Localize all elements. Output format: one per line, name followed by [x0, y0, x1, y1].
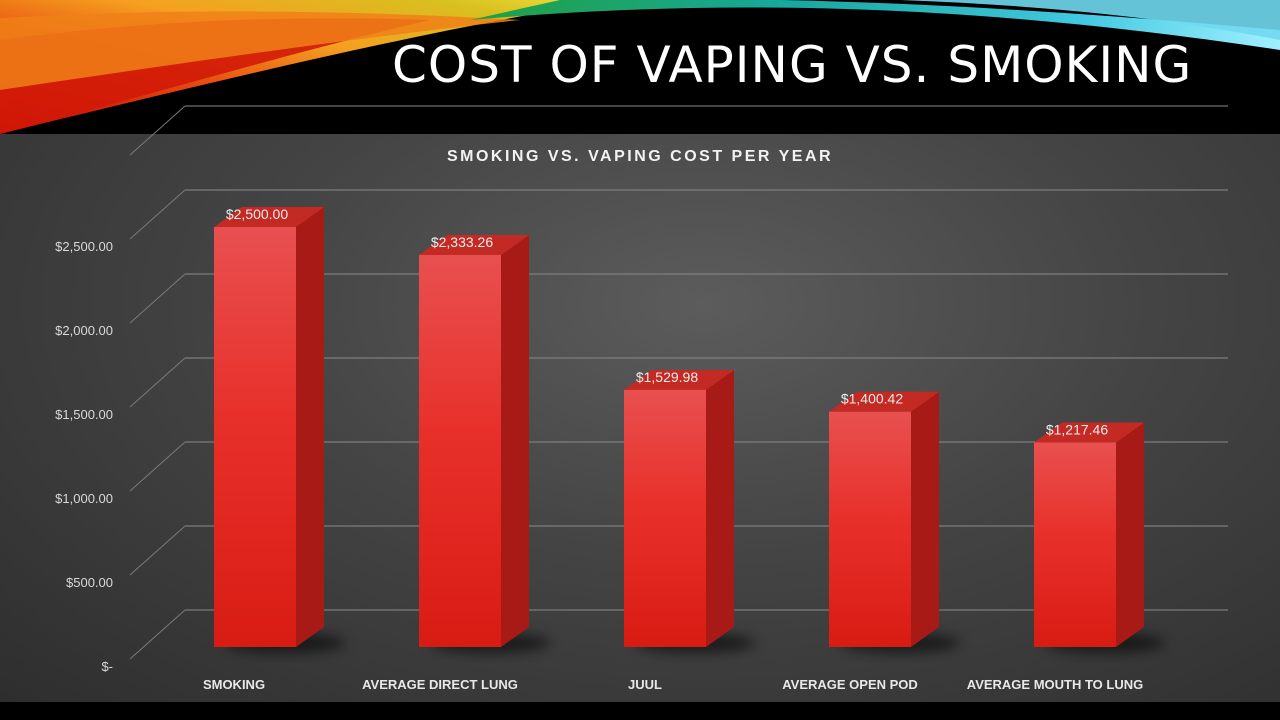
gridline-side — [129, 357, 186, 408]
x-tick-label: AVERAGE OPEN POD — [782, 677, 918, 692]
bar-top — [1034, 422, 1144, 443]
bar-top — [214, 207, 324, 227]
x-tick-label: SMOKING — [203, 677, 265, 692]
swoosh-cyan-band — [900, 0, 1280, 40]
y-tick-label: $1,500.00 — [55, 407, 113, 422]
y-tick-label: $500.00 — [66, 575, 113, 590]
gridline-side — [129, 609, 186, 660]
bar-side — [706, 369, 734, 647]
gridline-side — [129, 105, 186, 156]
data-label: $1,217.46 — [1046, 421, 1108, 437]
y-tick-label: $1,000.00 — [55, 491, 113, 506]
bar-top — [419, 235, 529, 256]
gridline-side — [129, 441, 186, 492]
bar — [214, 227, 296, 647]
chart-title: SMOKING VS. VAPING COST PER YEAR — [446, 148, 834, 165]
data-label: $1,529.98 — [636, 369, 698, 385]
y-tick-label: $2,000.00 — [55, 323, 113, 338]
data-label: $2,333.26 — [431, 234, 493, 250]
swoosh-green-band — [470, 0, 1280, 50]
data-label: $1,400.42 — [841, 391, 903, 407]
bar — [829, 411, 911, 647]
y-tick-label: $2,500.00 — [55, 239, 113, 254]
data-label: $2,500.00 — [226, 206, 288, 222]
bar — [624, 389, 706, 647]
decorative-swoosh — [0, 0, 1280, 134]
gridline-side — [129, 273, 186, 324]
slide-title: COST OF VAPING VS. SMOKING — [392, 36, 1193, 94]
bar-top — [624, 369, 734, 390]
bar-side — [501, 235, 529, 647]
x-tick-label: JUUL — [628, 677, 662, 692]
gridline-side — [129, 525, 186, 576]
x-tick-label: AVERAGE MOUTH TO LUNG — [967, 677, 1143, 692]
bar — [1034, 442, 1116, 647]
bar-side — [911, 391, 939, 647]
gridline-side — [129, 189, 186, 240]
bar-side — [1116, 422, 1144, 647]
bar-top — [829, 391, 939, 412]
x-tick-label: AVERAGE DIRECT LUNG — [362, 677, 518, 692]
bottom-bar — [0, 702, 1280, 720]
bar-side — [296, 207, 324, 647]
swoosh-orange-band — [0, 11, 520, 91]
bar — [419, 255, 501, 647]
y-tick-label: $- — [101, 659, 113, 674]
